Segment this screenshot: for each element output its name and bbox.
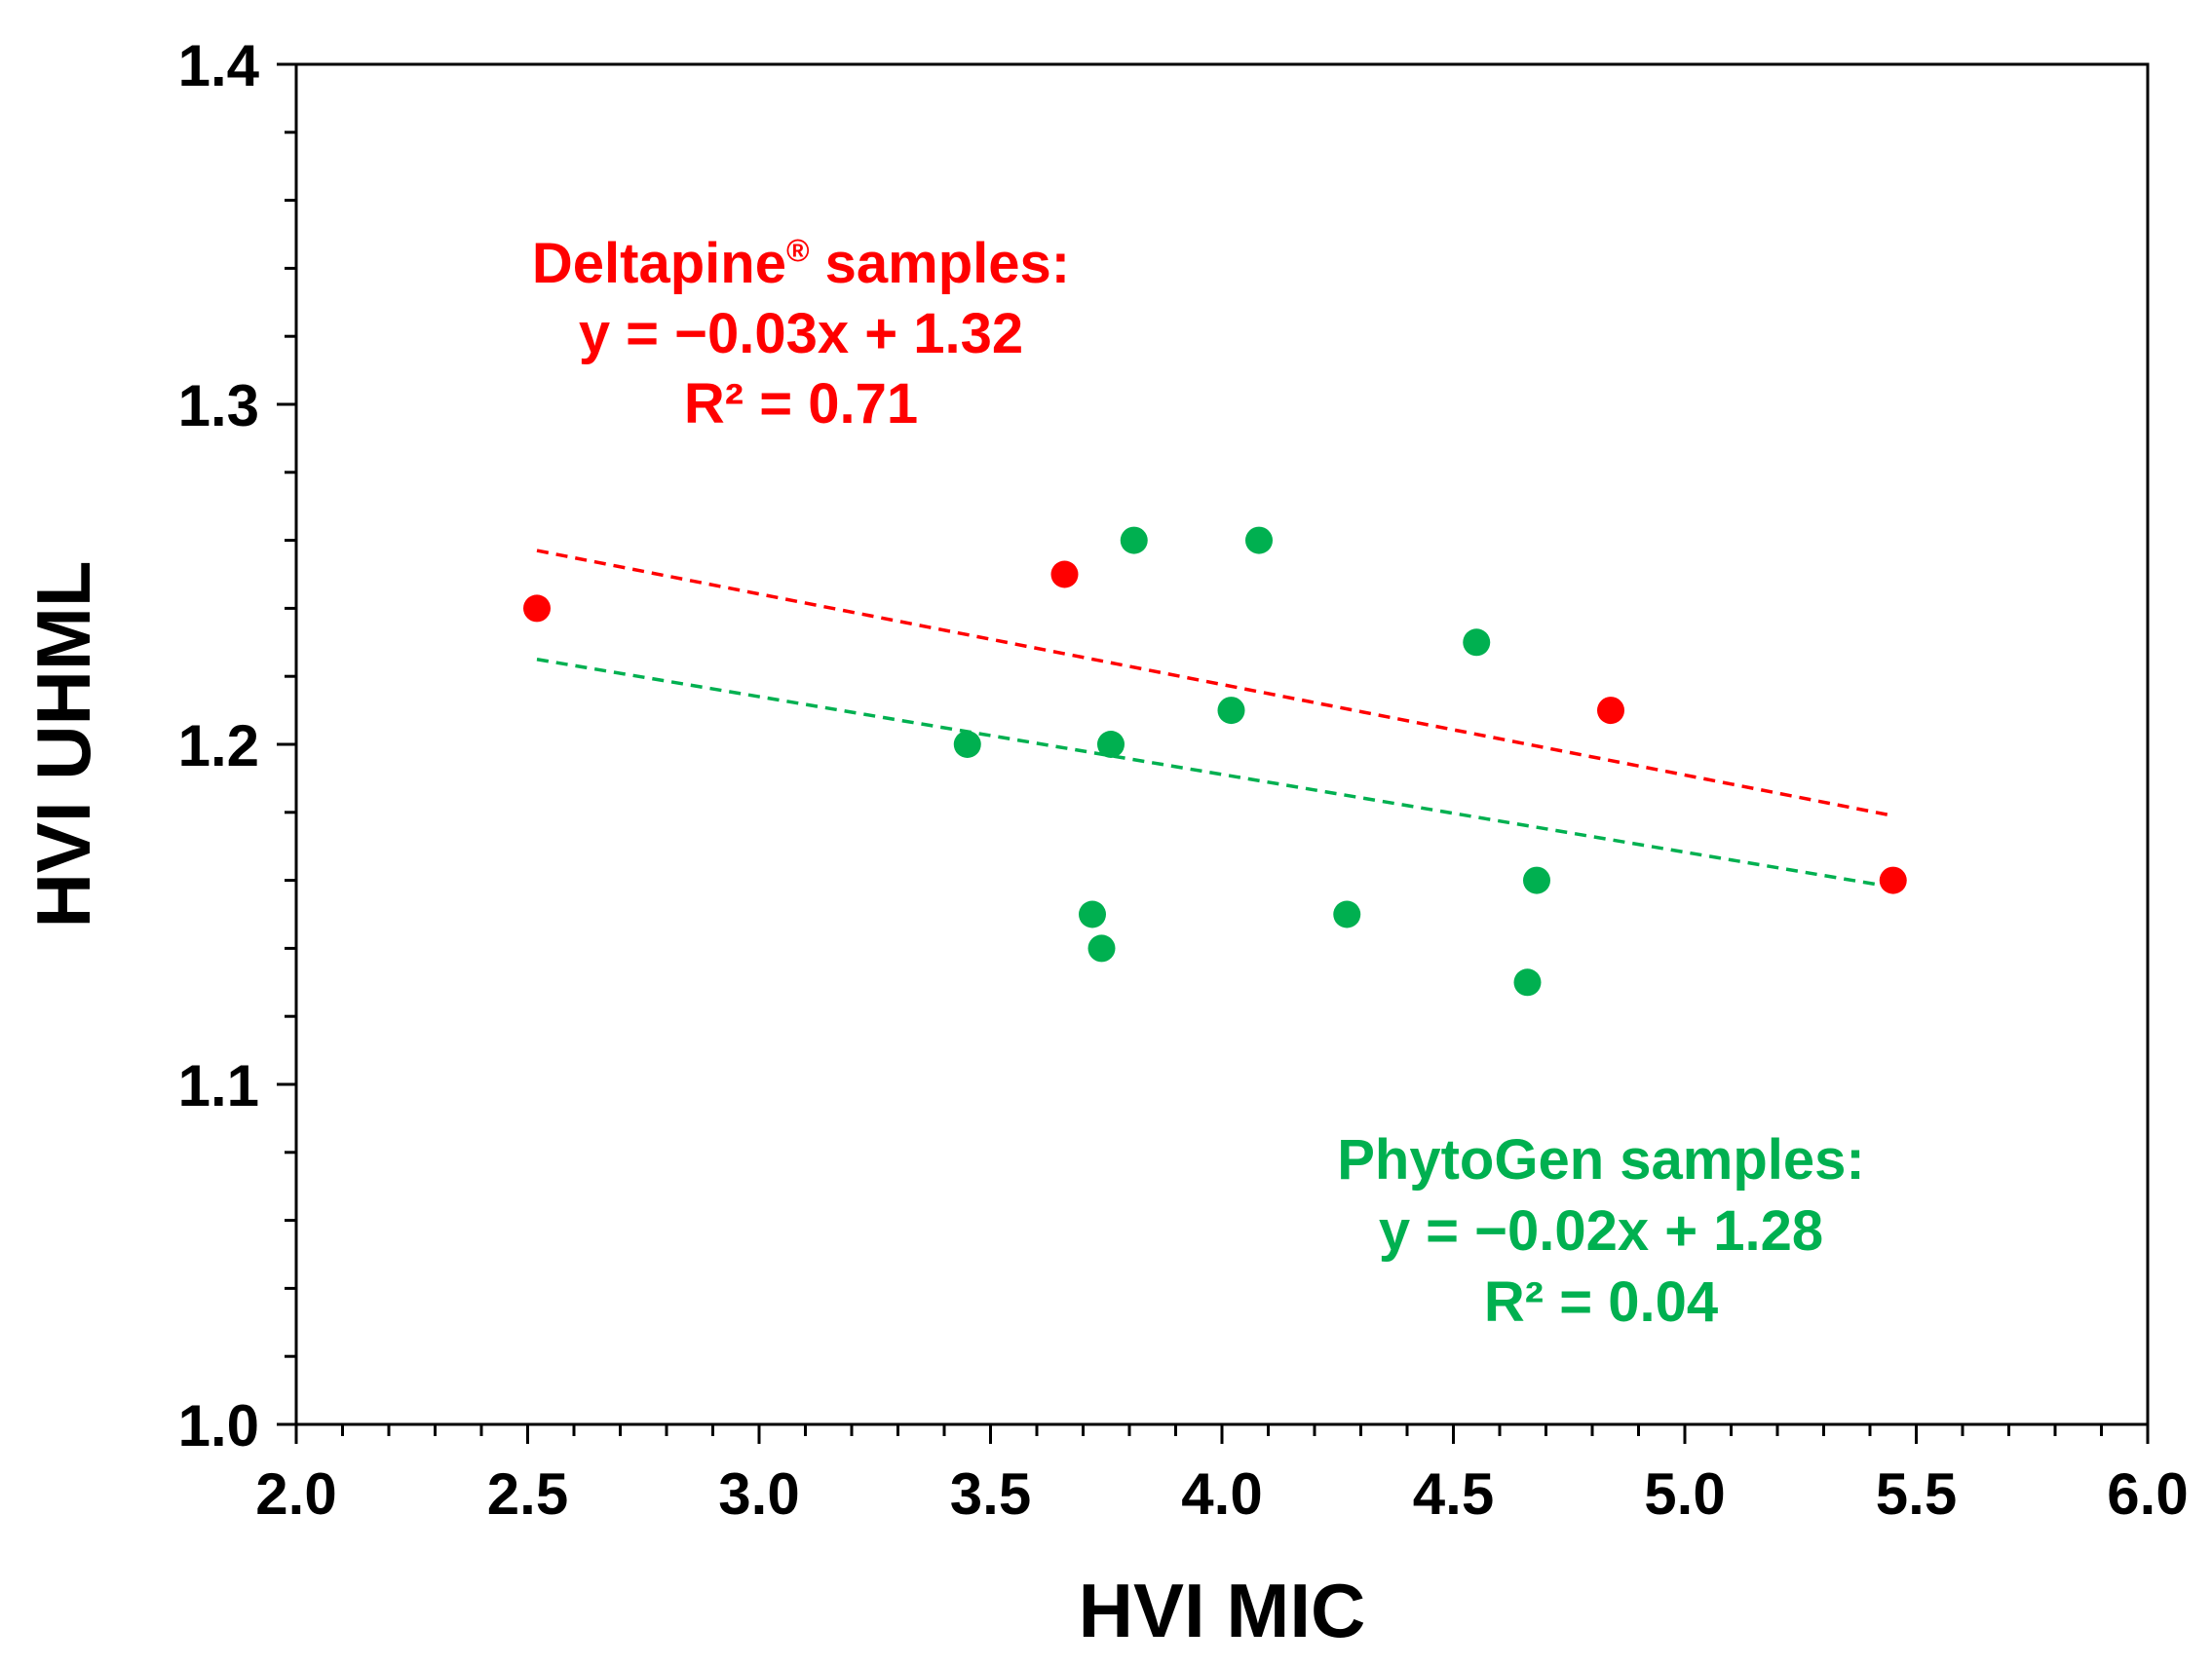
deltapine-brand: Deltapine [532, 232, 786, 295]
x-tick-label: 3.5 [950, 1461, 1031, 1527]
phytogen-annotation-title: PhytoGen samples: [1337, 1128, 1864, 1192]
x-tick-label: 6.0 [2107, 1461, 2188, 1527]
deltapine-equation: y = −0.03x + 1.32 [579, 302, 1023, 365]
trendlines [536, 549, 1894, 890]
x-tick-label: 2.0 [255, 1461, 336, 1527]
deltapine-title-suffix: samples: [810, 232, 1071, 295]
deltapine-data-point [523, 594, 551, 623]
y-tick-label: 1.0 [178, 1393, 259, 1458]
x-tick-label: 2.5 [487, 1461, 568, 1527]
y-tick-label: 1.4 [178, 33, 260, 98]
phytogen-data-point [1120, 526, 1148, 554]
phytogen-data-point [1333, 900, 1361, 928]
y-tick-label: 1.3 [178, 373, 259, 438]
deltapine-data-point [1879, 866, 1907, 894]
deltapine-annotation-title: Deltapine® samples: [532, 232, 1070, 295]
phytogen-data-point [1245, 526, 1273, 554]
y-tick-label: 1.2 [178, 713, 259, 778]
phytogen-trendline [536, 658, 1894, 890]
data-points [523, 526, 1907, 997]
phytogen-data-point [1217, 697, 1245, 725]
deltapine-trendline [536, 549, 1894, 818]
x-tick-label: 3.0 [718, 1461, 799, 1527]
x-tick-label: 5.0 [1644, 1461, 1725, 1527]
x-tick-label: 5.5 [1876, 1461, 1957, 1527]
phytogen-data-point [1079, 900, 1106, 928]
phytogen-equation: y = −0.02x + 1.28 [1379, 1199, 1823, 1263]
phytogen-data-point [1087, 934, 1116, 963]
axis-ticks [277, 62, 2150, 1444]
deltapine-data-point [1050, 560, 1079, 588]
x-tick-label: 4.5 [1413, 1461, 1494, 1527]
plot-area [294, 62, 2150, 1426]
x-tick-label: 4.0 [1181, 1461, 1262, 1527]
tick-labels: 2.0 2.5 3.0 3.5 4.0 4.5 5.0 5.5 6.0 1.0 1.1 1.2 1.3 1… [178, 33, 2189, 1527]
deltapine-data-point [1597, 697, 1624, 725]
phytogen-data-point [1097, 731, 1125, 758]
y-tick-label: 1.1 [178, 1053, 259, 1118]
phytogen-data-point [1513, 968, 1542, 997]
phytogen-annotation: PhytoGen samples: y = −0.02x + 1.28 R² =… [1337, 1128, 1864, 1334]
registered-mark: ® [786, 233, 810, 268]
phytogen-r-squared: R² = 0.04 [1484, 1270, 1718, 1334]
phytogen-data-point [1523, 866, 1550, 894]
x-axis-title: HVI MIC [1079, 1568, 1366, 1653]
phytogen-data-point [1463, 628, 1491, 657]
deltapine-r-squared: R² = 0.71 [684, 372, 918, 435]
phytogen-data-point [953, 731, 981, 758]
deltapine-annotation: Deltapine® samples: y = −0.03x + 1.32 R²… [532, 232, 1070, 435]
y-axis-title: HVI UHML [20, 561, 106, 928]
